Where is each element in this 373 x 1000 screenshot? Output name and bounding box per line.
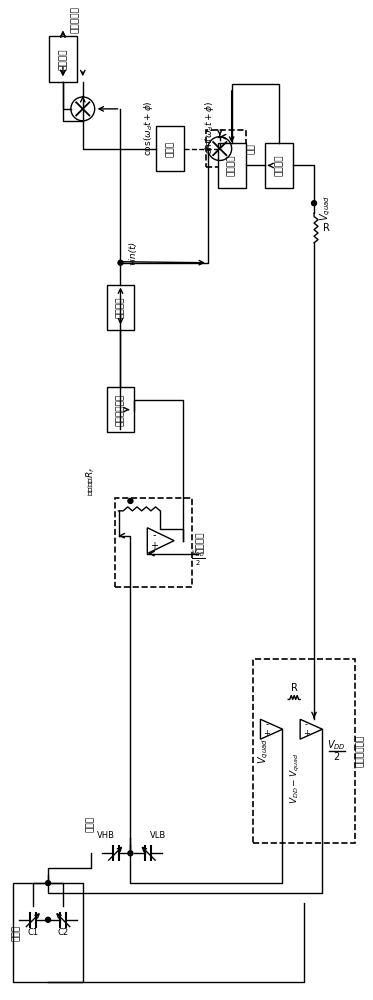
Text: $V_{quad}$: $V_{quad}$: [256, 738, 271, 764]
Text: 2: 2: [334, 752, 340, 762]
Bar: [107, 387, 134, 432]
Text: VHB: VHB: [97, 831, 115, 840]
Text: 等效阻抗$R_f$: 等效阻抗$R_f$: [84, 466, 97, 496]
Text: -: -: [265, 720, 268, 729]
Circle shape: [128, 851, 133, 856]
Text: C1: C1: [28, 928, 39, 937]
Text: 单双转换电路: 单双转换电路: [356, 735, 365, 767]
Text: $\cos(\omega_d t+\phi)$: $\cos(\omega_d t+\phi)$: [142, 100, 155, 156]
Circle shape: [118, 260, 123, 265]
Bar: [218, 143, 245, 188]
Text: $V_{quad}$: $V_{quad}$: [319, 195, 333, 221]
Text: +: +: [263, 729, 270, 738]
Text: +: +: [303, 729, 310, 738]
Text: -: -: [153, 530, 156, 540]
Text: 锁相环: 锁相环: [166, 141, 175, 157]
Text: $V_{DD}$: $V_{DD}$: [327, 738, 346, 752]
Text: $\frac{V_{DD}}{2}$: $\frac{V_{DD}}{2}$: [191, 549, 205, 568]
Text: R: R: [323, 223, 329, 233]
Bar: [266, 143, 293, 188]
Text: -: -: [305, 720, 308, 729]
Text: C2: C2: [57, 928, 69, 937]
Text: $V_{DD}-V_{quad}$: $V_{DD}-V_{quad}$: [289, 753, 302, 804]
Text: 检测轴: 检测轴: [86, 815, 95, 832]
Bar: [115, 498, 192, 587]
Circle shape: [46, 917, 50, 922]
Text: $\sin(\omega_d t+\phi)$: $\sin(\omega_d t+\phi)$: [203, 101, 216, 154]
Text: 驱动轴: 驱动轴: [12, 925, 21, 941]
Text: vin(t): vin(t): [128, 241, 137, 265]
Text: 带通滤波: 带通滤波: [116, 297, 125, 318]
Bar: [13, 883, 83, 982]
Text: VLB: VLB: [150, 831, 166, 840]
Circle shape: [46, 881, 50, 886]
Text: R: R: [291, 683, 298, 693]
Text: 电荷放大: 电荷放大: [195, 532, 204, 553]
Text: 角速度输出: 角速度输出: [70, 6, 79, 33]
Circle shape: [311, 201, 317, 206]
Bar: [156, 126, 184, 171]
Bar: [254, 659, 355, 843]
Text: +: +: [150, 541, 159, 551]
Text: 低通滤波: 低通滤波: [59, 49, 68, 70]
Text: 低通滤波: 低通滤波: [227, 155, 236, 176]
Text: 积分电路: 积分电路: [275, 155, 284, 176]
Bar: [206, 130, 245, 167]
Text: 多级线性放大: 多级线性放大: [116, 394, 125, 426]
Bar: [107, 285, 134, 330]
Circle shape: [128, 498, 133, 503]
Bar: [49, 36, 77, 82]
Text: 解调: 解调: [247, 143, 256, 154]
